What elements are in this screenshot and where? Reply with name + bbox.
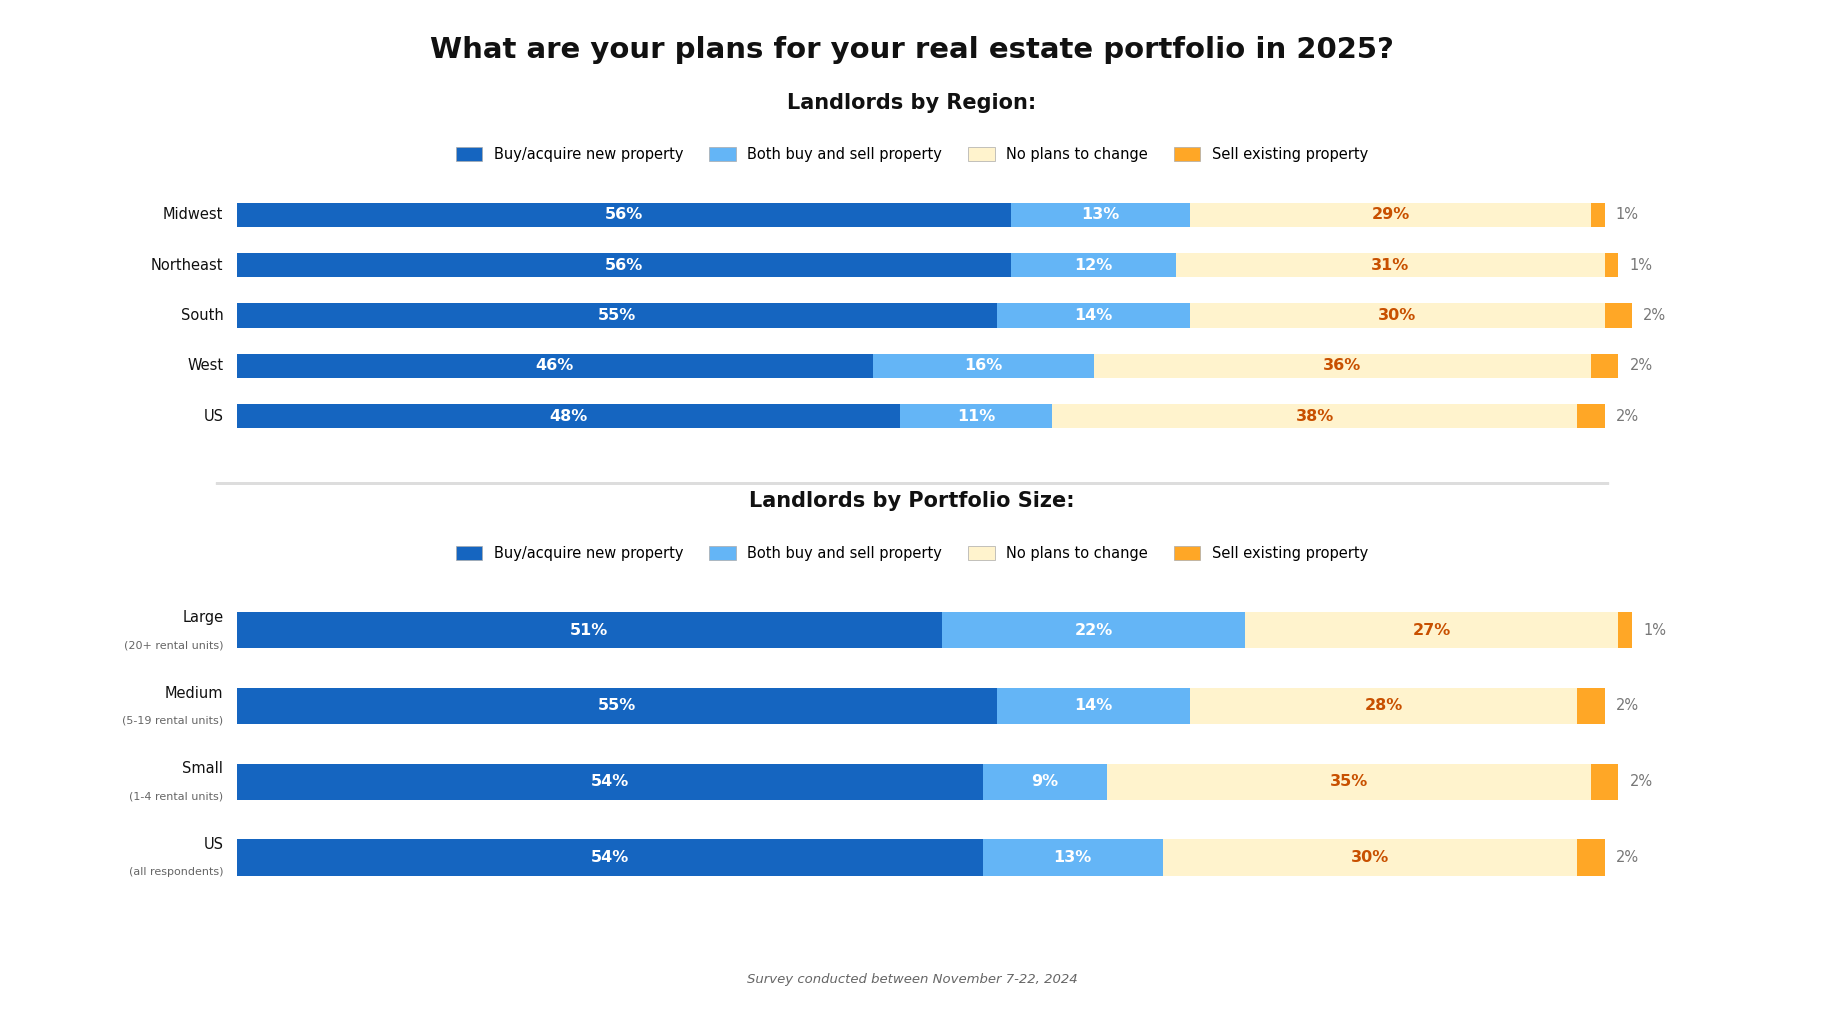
Bar [1190, 304, 1604, 327]
Bar [997, 304, 1190, 327]
Text: West: West [188, 358, 222, 373]
Text: 55%: 55% [598, 308, 636, 323]
Text: 12%: 12% [1074, 258, 1112, 273]
Bar [237, 304, 997, 327]
Text: 56%: 56% [605, 258, 644, 273]
Text: 2%: 2% [1643, 308, 1666, 323]
Bar [237, 354, 871, 378]
Text: Small: Small [182, 761, 222, 777]
Text: 1%: 1% [1643, 623, 1666, 638]
Bar [1010, 253, 1176, 277]
Text: 46%: 46% [536, 358, 574, 373]
Text: 13%: 13% [1054, 850, 1092, 865]
Text: (20+ rental units): (20+ rental units) [124, 640, 222, 650]
Legend: Buy/acquire new property, Both buy and sell property, No plans to change, Sell e: Buy/acquire new property, Both buy and s… [450, 142, 1373, 168]
Text: 14%: 14% [1074, 699, 1112, 713]
Bar [237, 404, 899, 428]
Bar [1577, 404, 1604, 428]
Bar [1577, 687, 1604, 724]
Bar [237, 613, 941, 648]
Bar [1590, 763, 1617, 800]
Text: 31%: 31% [1371, 258, 1409, 273]
Text: 36%: 36% [1322, 358, 1360, 373]
Text: 13%: 13% [1081, 207, 1119, 223]
Bar [237, 839, 983, 875]
Text: 2%: 2% [1628, 358, 1652, 373]
Text: (all respondents): (all respondents) [129, 867, 222, 877]
Bar [1577, 839, 1604, 875]
Bar [1052, 404, 1577, 428]
Text: Northeast: Northeast [151, 258, 222, 273]
Text: 28%: 28% [1364, 699, 1402, 713]
Bar [941, 613, 1245, 648]
Text: What are your plans for your real estate portfolio in 2025?: What are your plans for your real estate… [430, 36, 1393, 64]
Text: 35%: 35% [1329, 775, 1367, 789]
Text: 1%: 1% [1628, 258, 1652, 273]
Bar [899, 404, 1052, 428]
Bar [1245, 613, 1617, 648]
Text: 2%: 2% [1615, 850, 1637, 865]
Text: Midwest: Midwest [162, 207, 222, 223]
Text: 55%: 55% [598, 699, 636, 713]
Text: (5-19 rental units): (5-19 rental units) [122, 716, 222, 725]
Bar [237, 763, 983, 800]
Legend: Buy/acquire new property, Both buy and sell property, No plans to change, Sell e: Buy/acquire new property, Both buy and s… [450, 540, 1373, 566]
Text: 51%: 51% [571, 623, 609, 638]
Bar [1176, 253, 1604, 277]
Text: 48%: 48% [549, 408, 587, 424]
Text: 1%: 1% [1615, 207, 1637, 223]
Text: 56%: 56% [605, 207, 644, 223]
Text: 2%: 2% [1615, 408, 1637, 424]
Text: 27%: 27% [1413, 623, 1451, 638]
Bar [983, 763, 1107, 800]
Bar [983, 839, 1161, 875]
Bar [237, 253, 1010, 277]
Text: 14%: 14% [1074, 308, 1112, 323]
Bar [1161, 839, 1577, 875]
Text: 54%: 54% [591, 775, 629, 789]
Bar [1094, 354, 1590, 378]
Bar [1107, 763, 1590, 800]
Bar [1590, 203, 1604, 227]
Text: 29%: 29% [1371, 207, 1409, 223]
Text: 54%: 54% [591, 850, 629, 865]
Text: Survey conducted between November 7-22, 2024: Survey conducted between November 7-22, … [746, 974, 1077, 986]
Bar [237, 687, 997, 724]
Text: US: US [202, 837, 222, 853]
Bar [1190, 687, 1577, 724]
Bar [997, 687, 1190, 724]
Text: 9%: 9% [1032, 775, 1057, 789]
Text: US: US [202, 408, 222, 424]
Bar [1010, 203, 1190, 227]
Text: 2%: 2% [1628, 775, 1652, 789]
Text: 38%: 38% [1294, 408, 1333, 424]
Text: Medium: Medium [164, 685, 222, 701]
Bar [1590, 354, 1617, 378]
Text: 30%: 30% [1378, 308, 1416, 323]
Text: Landlords by Region:: Landlords by Region: [788, 92, 1035, 113]
Bar [871, 354, 1094, 378]
Text: South: South [180, 308, 222, 323]
Text: 30%: 30% [1349, 850, 1387, 865]
Bar [1617, 613, 1632, 648]
Bar [1604, 304, 1632, 327]
Text: (1-4 rental units): (1-4 rental units) [129, 792, 222, 801]
Bar [237, 203, 1010, 227]
Text: 2%: 2% [1615, 699, 1637, 713]
Text: Landlords by Portfolio Size:: Landlords by Portfolio Size: [749, 490, 1074, 511]
Text: 22%: 22% [1074, 623, 1112, 638]
Text: 11%: 11% [957, 408, 995, 424]
Bar [1190, 203, 1590, 227]
Bar [1604, 253, 1617, 277]
Text: Large: Large [182, 609, 222, 625]
Text: 16%: 16% [963, 358, 1001, 373]
